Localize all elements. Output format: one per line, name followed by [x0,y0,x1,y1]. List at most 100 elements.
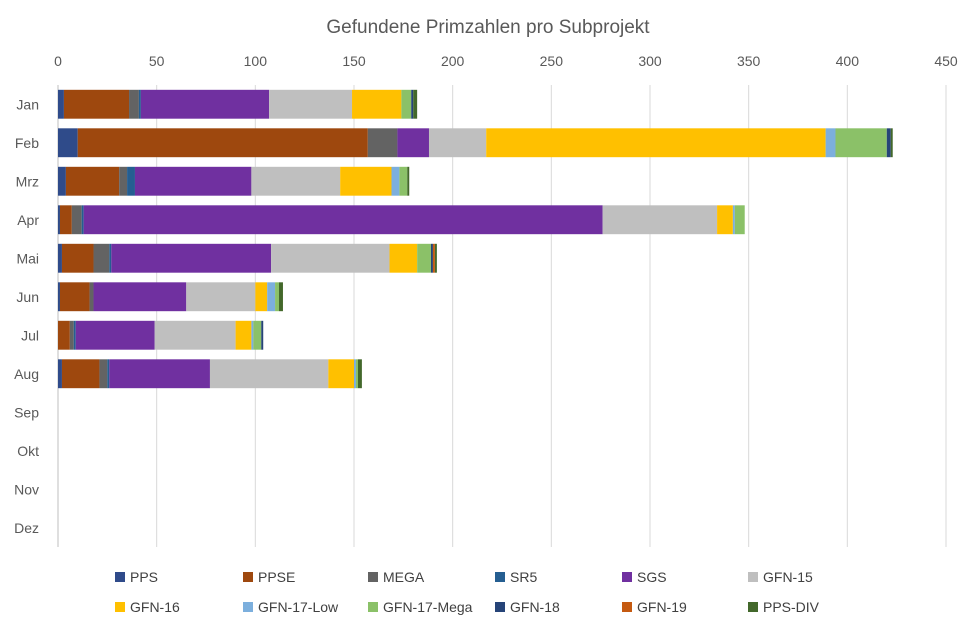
bar-segment [434,243,437,273]
legend-label: PPS-DIV [763,599,820,615]
bar-segment [138,89,141,119]
bar-segment [732,205,735,235]
legend-label: GFN-19 [637,599,687,615]
x-tick-label: 450 [934,53,958,69]
x-tick-label: 150 [342,53,366,69]
bar-segment [367,128,398,158]
y-tick-label: Dez [14,520,39,536]
y-tick-label: Jan [16,96,39,112]
legend-swatch [368,572,378,582]
bar-segment [127,166,135,196]
bar-segment [825,128,836,158]
bar-segment [71,205,82,235]
legend-label: SR5 [510,569,537,585]
bar-segment [154,320,236,350]
bar-segment [734,205,745,235]
bar-segment [391,166,400,196]
bar-segment [73,320,76,350]
bar-segment [432,243,435,273]
bar-segment [269,89,353,119]
legend-swatch [243,602,253,612]
bar-segment [109,359,210,389]
legend-swatch [115,572,125,582]
bar-segment [93,243,110,273]
bar-segment [58,205,60,235]
bar-segment [140,89,270,119]
y-tick-label: Sep [14,404,39,420]
bar-segment [93,282,187,312]
legend-swatch [115,602,125,612]
y-tick-label: Jul [21,327,39,343]
bar-segment [354,359,356,389]
y-tick-label: Mrz [16,173,39,189]
bar-segment [58,243,62,273]
legend-swatch [495,572,505,582]
legend-label: PPS [130,569,158,585]
bar-segment [209,359,329,389]
bar-segment [355,359,358,389]
y-tick-label: Apr [17,212,39,228]
bar-segment [77,128,368,158]
bar-segment [59,282,90,312]
bar-segment [407,166,410,196]
bar-segment [399,166,408,196]
bar-segment [61,243,94,273]
bar-segment [413,89,418,119]
legend-swatch [748,602,758,612]
bar-segment [111,243,272,273]
legend-label: GFN-17-Mega [383,599,473,615]
bar-segment [340,166,392,196]
bar-segment [411,89,414,119]
legend: PPS PPSE MEGA SR5 SGS GFN-15 GFN-16 GFN-17-Low G… [115,569,820,615]
grid-lines [57,85,947,547]
bar-segment [401,89,412,119]
bar-segment [63,89,130,119]
legend-swatch [243,572,253,582]
legend-label: GFN-18 [510,599,560,615]
bar-segment [279,282,283,312]
bar-segment [389,243,418,273]
bars [58,89,893,389]
x-tick-label: 250 [540,53,564,69]
chart-title: Gefundene Primzahlen pro Subprojekt [326,17,650,38]
bar-segment [89,282,94,312]
bar-segment [835,128,887,158]
bar-segment [717,205,733,235]
legend-label: PPSE [258,569,295,585]
legend-label: SGS [637,569,667,585]
bar-segment [129,89,139,119]
y-tick-label: Nov [14,481,39,497]
legend-swatch [622,572,632,582]
bar-segment [602,205,718,235]
bar-segment [253,320,262,350]
bar-segment [65,166,120,196]
legend-label: GFN-16 [130,599,180,615]
y-tick-label: Mai [16,250,39,266]
bar-segment [58,166,66,196]
bar-segment [69,320,74,350]
bar-segment [417,243,431,273]
y-tick-label: Okt [17,443,39,459]
bar-segment [83,205,603,235]
y-tick-label: Feb [15,135,39,151]
x-tick-label: 200 [441,53,465,69]
bar-segment [890,128,893,158]
legend-label: GFN-17-Low [258,599,339,615]
bar-segment [235,320,252,350]
legend-swatch [622,602,632,612]
bar-segment [271,243,390,273]
bar-segment [186,282,256,312]
bar-segment [99,359,108,389]
bar-segment [428,128,487,158]
bar-segment [261,320,264,350]
bar-segment [58,89,64,119]
bar-segment [267,282,276,312]
bar-segment [107,359,110,389]
legend-label: MEGA [383,569,425,585]
legend-swatch [495,602,505,612]
y-tick-label: Jun [16,289,39,305]
x-tick-label: 300 [638,53,662,69]
bar-segment [134,166,252,196]
